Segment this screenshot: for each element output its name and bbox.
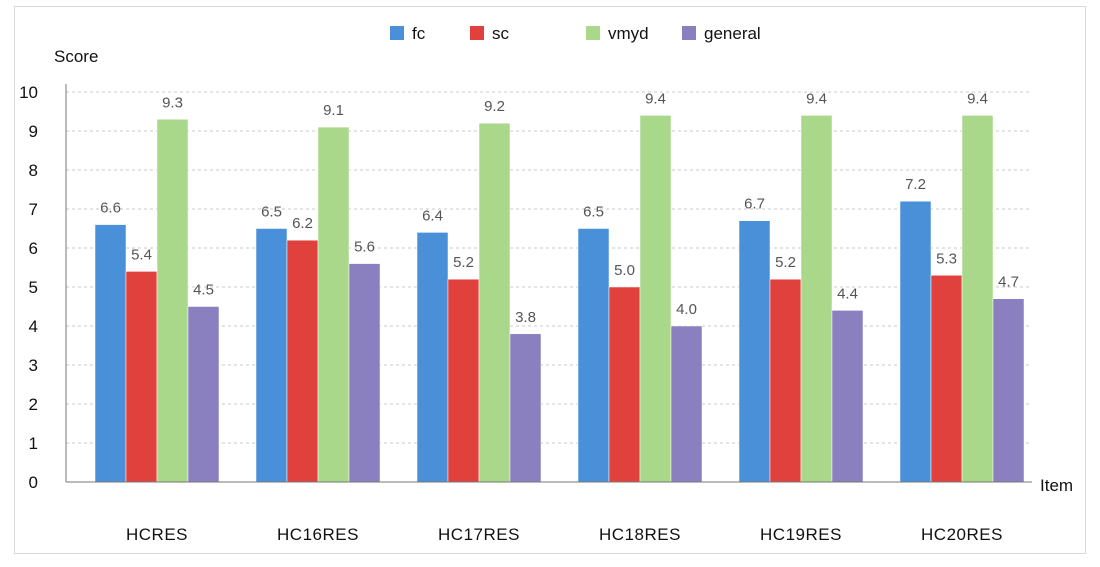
y-tick-label: 9 [29, 122, 38, 141]
data-label: 6.5 [261, 204, 282, 221]
bar-sc [447, 278, 480, 483]
legend-swatch-fc [390, 26, 404, 40]
legend-swatch-general [682, 26, 696, 40]
x-tick-label: HC17RES [438, 525, 520, 544]
x-tick-label: HCRES [126, 525, 188, 544]
bar-fc [738, 220, 771, 483]
legend-label-fc: fc [412, 24, 426, 43]
bar-sc [608, 286, 641, 483]
y-tick-label: 0 [29, 473, 38, 492]
bar-general [992, 298, 1025, 483]
y-tick-label: 7 [29, 200, 38, 219]
x-tick-label: HC19RES [760, 525, 842, 544]
legend-label-vmyd: vmyd [608, 24, 649, 43]
bars [94, 115, 1025, 483]
data-label: 6.7 [744, 196, 765, 213]
legend-label-sc: sc [492, 24, 510, 43]
bar-vmyd [156, 119, 189, 483]
bar-vmyd [800, 115, 833, 483]
bar-general [187, 306, 220, 483]
bar-vmyd [478, 122, 511, 483]
y-tick-label: 8 [29, 161, 38, 180]
y-axis-title: Score [54, 47, 98, 66]
bar-fc [94, 224, 127, 483]
data-label: 9.3 [162, 94, 183, 111]
gridlines [66, 91, 1032, 444]
legend: fc sc vmyd general [390, 24, 761, 43]
legend-swatch-vmyd [586, 26, 600, 40]
data-label: 4.7 [998, 274, 1019, 291]
bar-fc [255, 228, 288, 483]
bar-fc [577, 228, 610, 483]
legend-label-general: general [704, 24, 761, 43]
data-label: 4.0 [676, 301, 697, 318]
data-label: 4.4 [837, 285, 858, 302]
y-tick-label: 3 [29, 356, 38, 375]
bar-vmyd [961, 115, 994, 483]
data-label: 5.3 [936, 250, 957, 267]
bar-general [831, 310, 864, 483]
data-label: 6.5 [583, 204, 604, 221]
y-tick-label: 10 [19, 83, 38, 102]
axes: Score Item 0 1 2 3 4 5 6 7 8 9 10 HCRES HC16RES HC17R… [19, 47, 1073, 544]
data-label: 4.5 [193, 282, 214, 299]
data-label: 9.4 [806, 90, 827, 107]
data-label: 5.2 [453, 254, 474, 271]
data-label: 9.4 [967, 90, 988, 107]
data-label: 9.4 [645, 90, 666, 107]
x-axis-title: Item [1040, 476, 1073, 495]
bar-fc [899, 200, 932, 483]
x-tick-label: HC18RES [599, 525, 681, 544]
bar-sc [930, 275, 963, 483]
y-tick-label: 2 [29, 395, 38, 414]
bar-general [670, 325, 703, 483]
y-tick-label: 6 [29, 239, 38, 258]
y-tick-label: 1 [29, 434, 38, 453]
data-label: 6.4 [422, 207, 443, 224]
data-label: 6.2 [292, 215, 313, 232]
x-tick-label: HC16RES [277, 525, 359, 544]
data-label: 5.4 [131, 246, 152, 263]
y-tick-label: 4 [29, 317, 38, 336]
bar-general [509, 333, 542, 483]
data-label: 5.2 [775, 254, 796, 271]
legend-swatch-sc [470, 26, 484, 40]
y-tick-label: 5 [29, 278, 38, 297]
data-label: 7.2 [905, 176, 926, 193]
data-label: 5.0 [614, 262, 635, 279]
data-label: 5.6 [354, 239, 375, 256]
bar-sc [286, 239, 319, 483]
data-label: 3.8 [515, 309, 536, 326]
x-tick-label: HC20RES [921, 525, 1003, 544]
bar-fc [416, 232, 449, 483]
data-label: 6.6 [100, 200, 121, 217]
data-label: 9.2 [484, 98, 505, 115]
bar-sc [769, 278, 802, 483]
data-label: 9.1 [323, 102, 344, 119]
bar-vmyd [639, 115, 672, 483]
data-labels: 6.6 5.4 9.3 4.5 6.5 6.2 9.1 5.6 6.4 5.2 9.2 3.8 6.5 5… [100, 90, 1019, 325]
bar-sc [125, 271, 158, 483]
bar-general [348, 263, 381, 483]
bar-vmyd [317, 126, 350, 483]
